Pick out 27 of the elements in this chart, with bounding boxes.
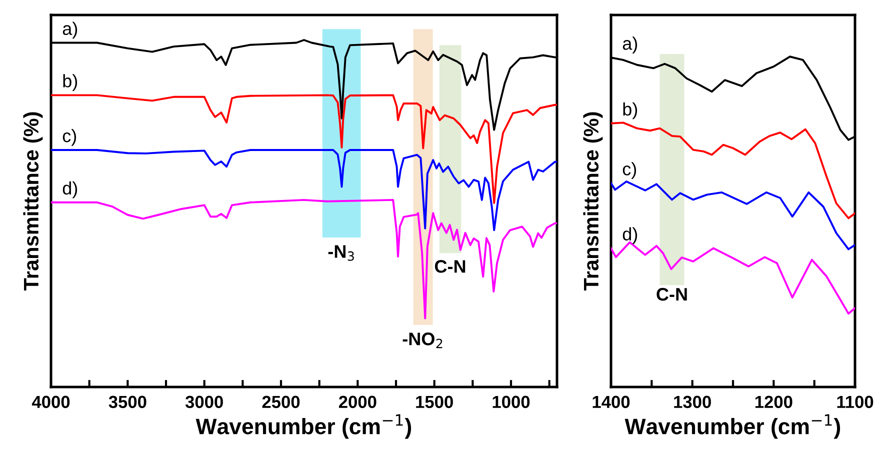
y-axis-title: Transmittance (%) bbox=[23, 112, 43, 290]
series-label: a) bbox=[62, 22, 78, 39]
y-axis-title: Transmittance (%) bbox=[583, 112, 603, 290]
series-label: b) bbox=[63, 74, 78, 91]
x-tick-label: 2500 bbox=[262, 396, 300, 408]
series-label: c) bbox=[62, 128, 76, 146]
band-label: C-N bbox=[656, 288, 687, 301]
series-label: d) bbox=[622, 227, 638, 244]
x-tick-label: 3000 bbox=[185, 396, 223, 408]
x-tick-label: 1400 bbox=[592, 396, 630, 408]
x-tick-label: 4000 bbox=[32, 396, 70, 408]
x-tick-label: 1100 bbox=[837, 396, 874, 408]
x-axis-title: Wavenumber (cm$^{−1}$) bbox=[196, 414, 412, 439]
x-tick-label: 1300 bbox=[674, 396, 711, 408]
series-label: a) bbox=[622, 36, 638, 54]
x-tick-label: 1000 bbox=[492, 396, 530, 408]
x-tick-label: 3500 bbox=[108, 396, 146, 408]
series-label: d) bbox=[62, 181, 78, 198]
band-label: -NO$_{2}$ bbox=[402, 332, 442, 348]
band-label: C-N bbox=[434, 260, 466, 273]
x-tick-label: 2000 bbox=[338, 396, 376, 408]
band-label: -N$_{3}$ bbox=[328, 245, 354, 261]
series-label: c) bbox=[622, 162, 636, 179]
x-axis-title: Wavenumber (cm$^{−1}$) bbox=[624, 414, 840, 439]
x-tick-label: 1200 bbox=[755, 396, 792, 408]
series-label: b) bbox=[623, 102, 638, 120]
x-tick-label: 1500 bbox=[416, 396, 453, 408]
